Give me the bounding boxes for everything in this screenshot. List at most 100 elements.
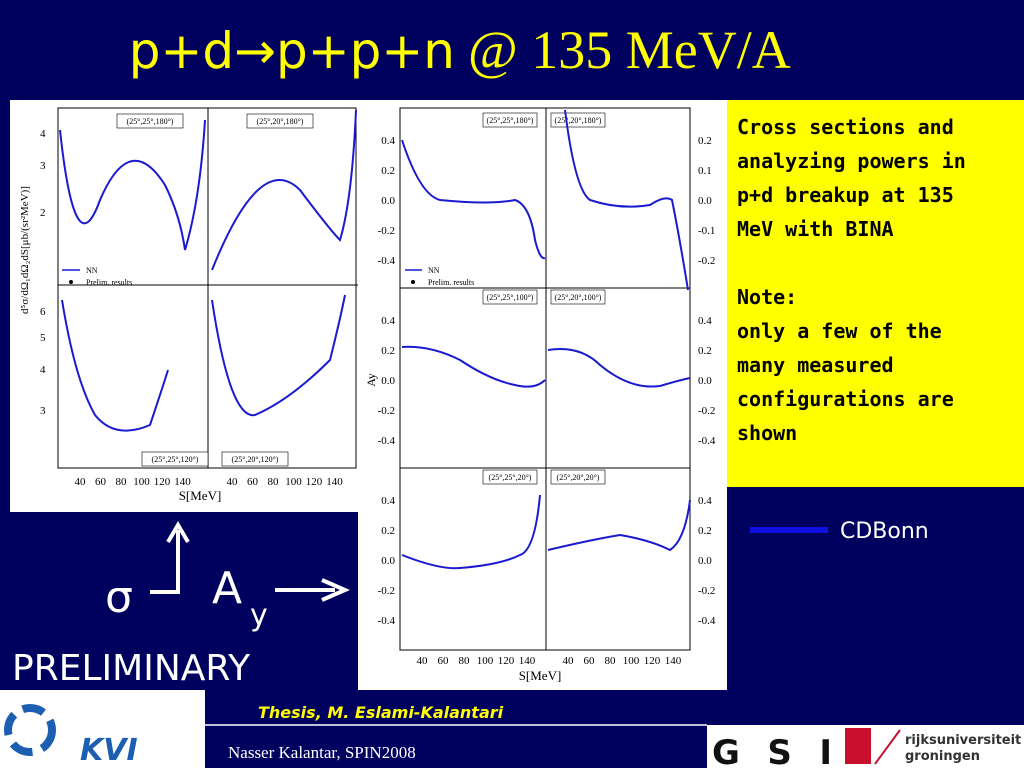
y-label: d⁵σ/dΩ₁dΩ₂dS[μb/(sr²MeV)] — [19, 186, 31, 314]
ay-sub: y — [250, 598, 268, 633]
theory-curve — [564, 109, 689, 291]
x-tick-label: 60 — [584, 655, 596, 667]
y-tick-label: 0.0 — [698, 195, 712, 207]
x-label: S[MeV] — [519, 668, 562, 683]
y-tick-label: -0.2 — [698, 255, 715, 267]
panel-label: (25°,25°,180°) — [127, 117, 174, 126]
rug-crest — [845, 728, 871, 764]
x-tick-label: 60 — [95, 476, 107, 488]
y-tick-label: 0.2 — [698, 135, 712, 147]
theory-curve — [401, 139, 546, 260]
ay-label: A — [212, 563, 242, 614]
legend-dot — [411, 280, 415, 284]
y-tick-label: 2 — [40, 207, 46, 219]
legend-entry: NN — [86, 266, 98, 275]
y-tick-label: 4 — [40, 128, 46, 140]
rug-slash — [874, 729, 901, 765]
note-line: shown — [737, 421, 797, 445]
x-tick-label: 100 — [477, 655, 494, 667]
note-line: p+d breakup at 135 — [737, 183, 954, 207]
theory-curve — [401, 494, 541, 570]
x-tick-label: 100 — [623, 655, 640, 667]
panel-label: (25°,25°,180°) — [487, 116, 534, 125]
panel-label-box — [550, 112, 606, 128]
title-main: p+d→p+p+n — [129, 22, 455, 80]
y-tick-label: 0.0 — [698, 375, 712, 387]
y-tick-label: -0.2 — [378, 585, 395, 597]
y-tick-label: 4 — [40, 364, 46, 376]
y-tick-label: 5 — [40, 332, 46, 344]
theory-curve — [59, 119, 206, 251]
x-tick-label: 80 — [116, 476, 128, 488]
x-tick-label: 80 — [459, 655, 471, 667]
right-plot-bg — [358, 100, 727, 690]
y-tick-label: 0.4 — [698, 315, 712, 327]
y-tick-label: -0.2 — [698, 585, 715, 597]
panel-label-box — [141, 451, 209, 467]
kvi-text: KVI — [80, 733, 138, 768]
panel-label-box — [246, 113, 314, 129]
y-tick-label: -0.2 — [378, 225, 395, 237]
note-line: analyzing powers in — [737, 149, 966, 173]
y-tick-label: 0.4 — [381, 495, 395, 507]
y-tick-label: 3 — [40, 405, 46, 417]
y-tick-label: 0.1 — [698, 165, 712, 177]
y-tick-label: 0.0 — [381, 555, 395, 567]
panel-label-box — [482, 289, 538, 305]
y-tick-label: 0.0 — [381, 195, 395, 207]
y-label: Ay — [364, 373, 378, 387]
theory-curve — [61, 299, 169, 432]
panel-label-box — [482, 469, 538, 485]
y-tick-label: -0.4 — [698, 435, 716, 447]
panel-label: (25°,25°,120°) — [152, 455, 199, 464]
panel-label-box — [221, 451, 289, 467]
rug-line2: groningen — [905, 749, 980, 764]
sigma: σ — [105, 572, 133, 623]
left-plot-bg — [10, 100, 358, 512]
x-label: S[MeV] — [179, 488, 222, 503]
arrow-right — [275, 578, 351, 602]
y-tick-label: 0.2 — [381, 165, 395, 177]
x-tick-label: 40 — [563, 655, 575, 667]
note-box — [727, 100, 1024, 487]
preliminary: PRELIMINARY — [12, 648, 251, 689]
note-line: Cross sections and — [737, 115, 954, 139]
legend-entry: NN — [428, 266, 440, 275]
x-tick-label: 140 — [519, 655, 536, 667]
panel-label: (25°,20°,20°) — [557, 473, 600, 482]
y-tick-label: 0.4 — [381, 135, 395, 147]
x-tick-label: 40 — [227, 476, 239, 488]
x-tick-label: 120 — [306, 476, 323, 488]
thesis-credit: Thesis, M. Eslami-Kalantari — [258, 703, 504, 722]
y-tick-label: -0.4 — [378, 615, 396, 627]
kvi-logo-bg — [0, 690, 205, 768]
theory-curve — [401, 345, 546, 388]
panel-label: (25°,20°,120°) — [232, 455, 279, 464]
panel-label: (25°,25°,20°) — [489, 473, 532, 482]
y-tick-label: -0.4 — [378, 435, 396, 447]
x-tick-label: 60 — [247, 476, 259, 488]
panel-label: (25°,20°,100°) — [555, 293, 602, 302]
panel-label: (25°,20°,180°) — [257, 117, 304, 126]
x-tick-label: 40 — [75, 476, 87, 488]
y-tick-label: -0.1 — [698, 225, 715, 237]
y-tick-label: 0.2 — [698, 525, 712, 537]
theory-curve — [547, 348, 691, 388]
legend-entry: Prelim. results — [86, 278, 132, 287]
kvi-swirl — [4, 704, 56, 756]
y-tick-label: 3 — [40, 160, 46, 172]
panel-label-box — [482, 112, 538, 128]
arrow-up — [150, 521, 190, 594]
legend-label: CDBonn — [840, 519, 929, 544]
x-tick-label: 40 — [417, 655, 429, 667]
x-tick-label: 100 — [285, 476, 302, 488]
x-tick-label: 60 — [438, 655, 450, 667]
y-tick-label: 0.4 — [698, 495, 712, 507]
x-tick-label: 80 — [268, 476, 280, 488]
x-tick-label: 120 — [154, 476, 171, 488]
y-tick-label: 0.0 — [381, 375, 395, 387]
y-tick-label: 6 — [40, 306, 46, 318]
note-line: configurations are — [737, 387, 954, 411]
y-tick-label: 0.2 — [381, 525, 395, 537]
x-tick-label: 140 — [326, 476, 343, 488]
